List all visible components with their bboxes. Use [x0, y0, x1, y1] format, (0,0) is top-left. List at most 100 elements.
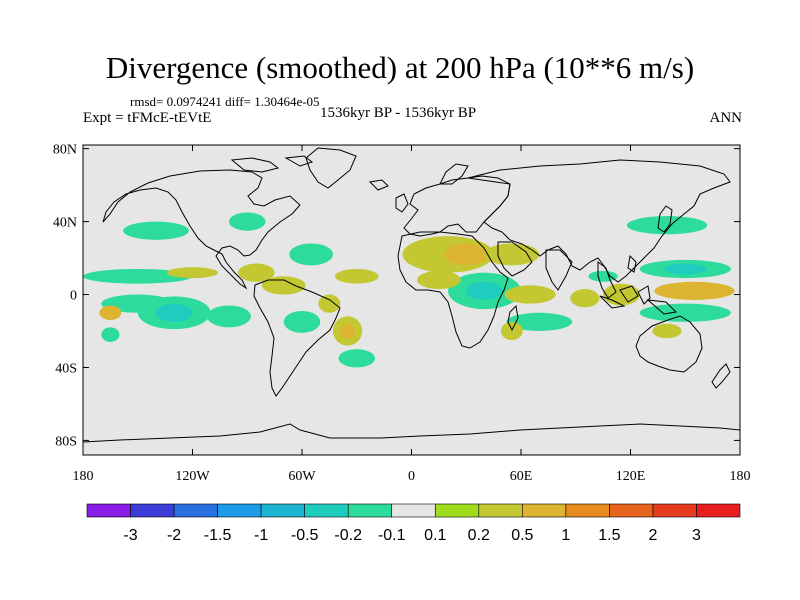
- divergence-region: [338, 349, 375, 368]
- colorbar-swatch: [86, 503, 131, 518]
- divergence-region: [639, 303, 731, 322]
- divergence-region: [166, 267, 219, 279]
- divergence-region: [229, 212, 266, 231]
- divergence-region: [652, 323, 682, 339]
- coastline-north-america: [102, 169, 301, 290]
- lat-tick-label: 40N: [53, 216, 77, 231]
- colorbar-swatch: [173, 503, 218, 518]
- colorbar-swatch: [130, 503, 175, 518]
- figure-title: Divergence (smoothed) at 200 hPa (10**6 …: [105, 50, 695, 85]
- divergence-region: [588, 270, 618, 282]
- divergence-region: [444, 243, 489, 266]
- colorbar-label: 0.2: [468, 527, 490, 544]
- colorbar-swatch: [478, 503, 523, 518]
- period-label: 1536kyr BP - 1536kyr BP: [320, 105, 477, 121]
- colorbar-label: 1.5: [598, 527, 620, 544]
- coastline-arabia: [497, 241, 533, 277]
- coastline-scandinavia: [439, 163, 469, 185]
- colorbar-label: 3: [692, 527, 701, 544]
- rmsd-stats: rmsd= 0.0974241 diff= 1.30464e-05: [130, 94, 320, 109]
- divergence-region: [83, 269, 193, 284]
- season-label: ANN: [709, 110, 743, 126]
- colorbar-swatch: [347, 503, 393, 518]
- coastline-indonesia: [599, 254, 678, 315]
- divergence-region: [626, 216, 708, 235]
- coastline-asia: [467, 159, 731, 283]
- colorbar-label: -2: [167, 527, 181, 544]
- coastline-britain: [395, 193, 409, 213]
- lat-tick-label: 80S: [55, 434, 77, 449]
- colorbar-swatch: [652, 503, 697, 518]
- coastline-africa: [397, 231, 509, 349]
- divergence-region: [466, 281, 503, 300]
- colorbar-label: 0.1: [424, 527, 446, 544]
- lat-tick-label: 40S: [55, 361, 77, 376]
- coastline-new-zealand: [711, 363, 731, 389]
- lat-tick-label: 80N: [53, 143, 77, 158]
- lon-tick-label: 180: [730, 469, 751, 484]
- lon-tick-label: 120E: [616, 469, 646, 484]
- colorbar-swatch: [434, 503, 480, 518]
- coastline-antarctica: [83, 423, 740, 443]
- coastline-japan: [657, 205, 673, 233]
- divergence-region: [283, 310, 321, 333]
- divergence-region: [123, 221, 189, 240]
- colorbar-swatch: [260, 503, 305, 518]
- divergence-region: [504, 285, 556, 304]
- colorbar-label: -0.5: [291, 527, 319, 544]
- divergence-region: [101, 327, 120, 342]
- colorbar-label: 0.5: [511, 527, 533, 544]
- coastline-southeast-asia: [597, 261, 617, 299]
- divergence-region: [570, 289, 600, 308]
- colorbar-label: 1: [561, 527, 570, 544]
- coastline-greenland: [305, 147, 357, 189]
- colorbar-swatch: [609, 503, 654, 518]
- divergence-region: [318, 294, 341, 313]
- divergence-region: [334, 269, 379, 284]
- coastline-south-america: [253, 279, 341, 397]
- lon-tick-label: 0: [408, 469, 415, 484]
- coastline-iceland: [368, 179, 389, 191]
- divergence-region: [663, 263, 708, 275]
- divergence-region: [340, 323, 355, 339]
- divergence-region: [261, 276, 306, 295]
- colorbar-label: -0.2: [334, 527, 362, 544]
- colorbar-swatch: [565, 503, 610, 518]
- divergence-region: [289, 243, 334, 266]
- axis-ticks: 80N 40N 0 40S 80S 180 120W 60W 0 60E 120E 180: [53, 143, 751, 484]
- colorbar: -3 -2 -1.5 -1 -0.5 -0.2 -0.1 0.1 0.2 0.5 1 1.5 2 3: [86, 503, 741, 544]
- colorbar-swatch: [217, 503, 262, 518]
- divergence-region: [238, 263, 275, 282]
- lat-tick-label: 0: [70, 289, 77, 304]
- coastline-australia: [635, 315, 703, 373]
- lon-tick-label: 60E: [510, 469, 533, 484]
- colorbar-label: -1.5: [204, 527, 232, 544]
- divergence-region: [99, 305, 122, 321]
- colorbar-label: 2: [648, 527, 657, 544]
- colorbar-swatch: [391, 503, 436, 518]
- coastline-india: [545, 249, 573, 291]
- lon-tick-label: 60W: [288, 469, 316, 484]
- colorbar-label: -1: [254, 527, 268, 544]
- divergence-region: [156, 303, 193, 322]
- divergence-field: [83, 212, 735, 368]
- lon-tick-label: 180: [73, 469, 94, 484]
- coastlines: [83, 147, 740, 443]
- experiment-label: Expt = tFMcE-tEVtE: [83, 110, 212, 126]
- colorbar-swatch: [522, 503, 567, 518]
- colorbar-swatch: [696, 503, 741, 518]
- colorbar-label: -3: [123, 527, 137, 544]
- divergence-region: [603, 283, 640, 306]
- divergence-region: [654, 281, 735, 300]
- divergence-region: [506, 312, 573, 331]
- divergence-region: [500, 321, 523, 341]
- colorbar-swatch: [304, 503, 349, 518]
- coastline-madagascar: [507, 304, 519, 332]
- colorbar-label: -0.1: [378, 527, 406, 544]
- lon-tick-label: 120W: [175, 469, 210, 484]
- divergence-region: [416, 270, 461, 290]
- coastline-arctic-islands: [230, 155, 314, 173]
- divergence-region: [207, 305, 251, 328]
- divergence-region: [484, 243, 540, 266]
